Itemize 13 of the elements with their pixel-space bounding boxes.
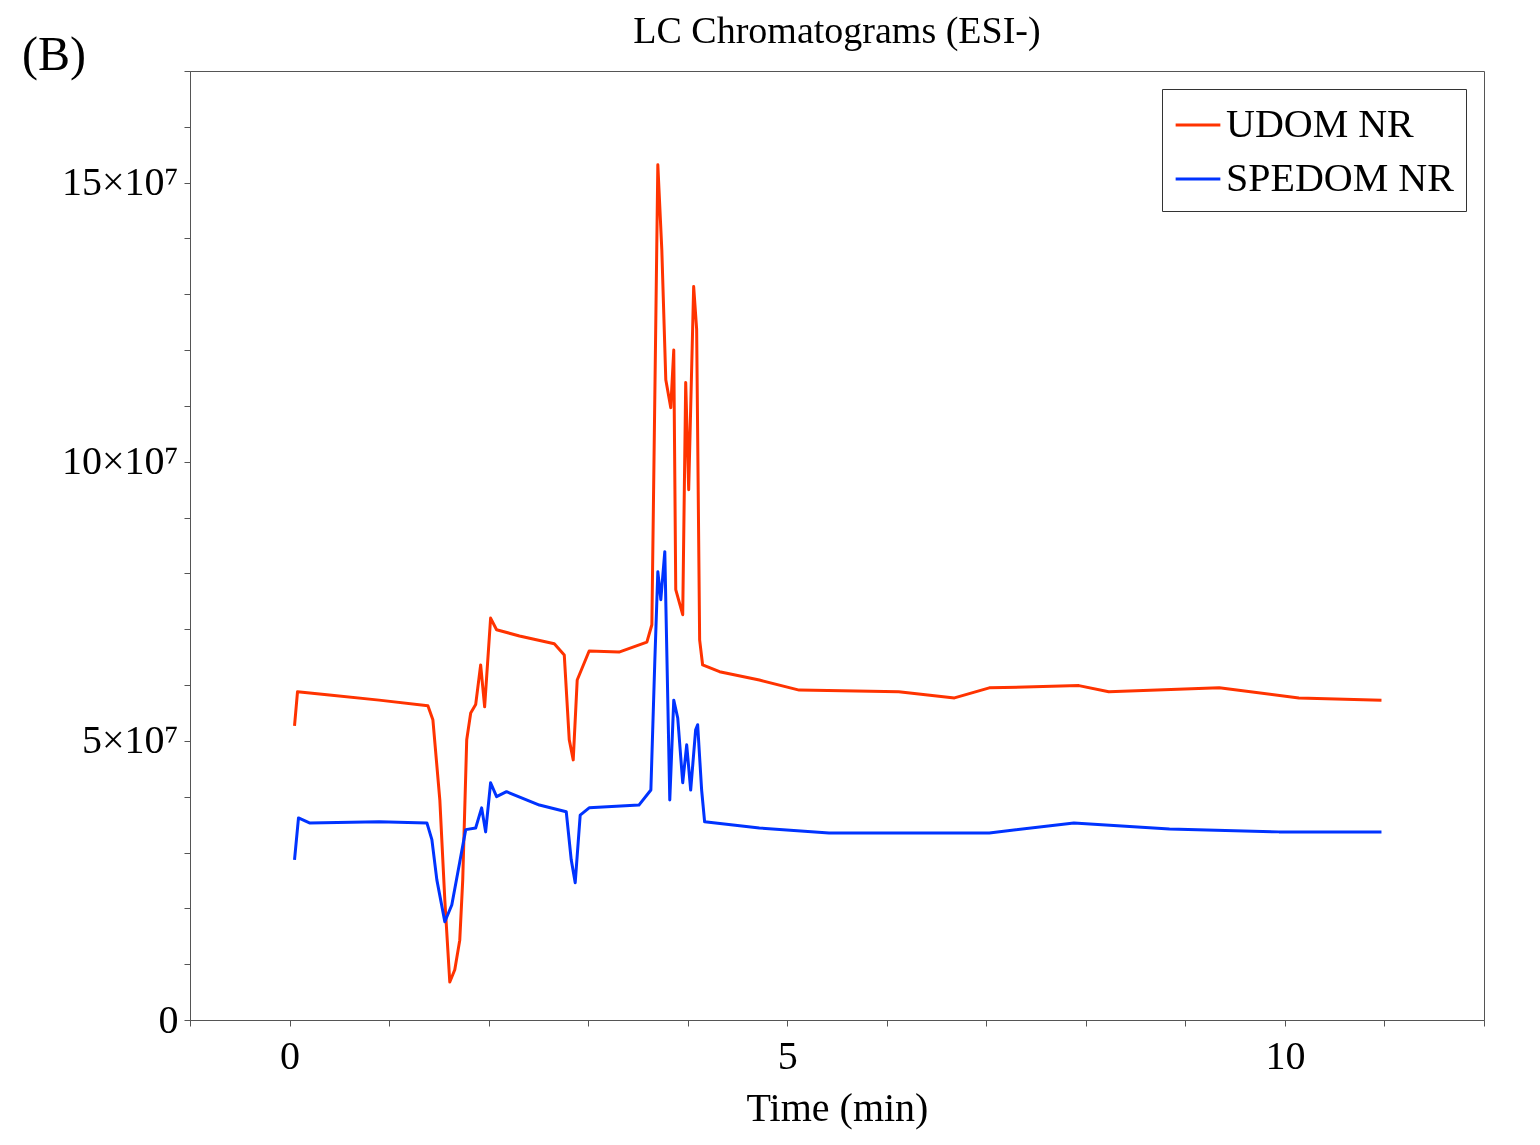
y-tick-label: 10×10⁷	[61, 438, 179, 484]
y-tick-label: 15×10⁷	[61, 159, 179, 205]
x-tick-label: 5	[777, 1032, 798, 1078]
legend-label: SPEDOM NR	[1226, 155, 1455, 200]
x-axis-title: Time (min)	[746, 1084, 929, 1130]
y-tick-label: 0	[158, 996, 179, 1042]
x-tick-label: 0	[280, 1032, 301, 1078]
chart-title: LC Chromatograms (ESI-)	[633, 9, 1041, 52]
y-tick-label: 5×10⁷	[81, 717, 179, 763]
legend-label: UDOM NR	[1226, 101, 1415, 146]
line-series	[293, 550, 1383, 924]
text: (B)	[22, 26, 86, 81]
x-tick-label: 10	[1265, 1032, 1306, 1078]
